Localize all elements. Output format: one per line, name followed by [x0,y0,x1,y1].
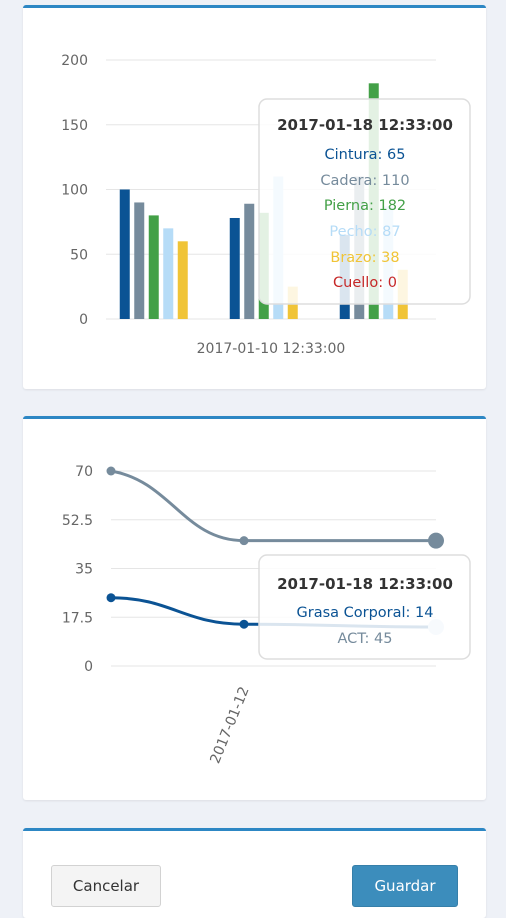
data-point[interactable] [106,466,116,476]
tooltip-line: Grasa Corporal: 14 [297,605,434,621]
measurements-chart-card: 0 50 100 150 200 2017-01-10 12:33:00 2017-01… [23,5,486,389]
series-line-act [110,469,436,543]
tooltip-line: Brazo: 38 [330,250,399,266]
measurements-bar-chart: 0 50 100 150 200 2017-01-10 12:33:00 2017-01… [61,53,471,357]
data-point[interactable] [239,619,249,629]
tooltip-line: ACT: 45 [338,631,393,647]
y-tick-label: 150 [61,118,88,134]
data-point[interactable] [428,532,444,549]
body-composition-chart-card: 0 17.5 35 52.5 70 2017-01-12 2017-01-18 12:3… [23,416,486,800]
tooltip-line: Pecho: 87 [329,224,400,240]
y-tick-label: 0 [84,659,93,675]
bar-brazo[interactable] [177,241,188,319]
y-tick-label: 52.5 [62,513,93,529]
data-point[interactable] [106,593,116,603]
y-tick-label: 50 [70,247,88,263]
y-tick-label: 70 [75,464,93,480]
tooltip-line: Cintura: 65 [324,147,405,163]
cancel-button[interactable]: Cancelar [51,865,161,907]
body-composition-line-chart: 0 17.5 35 52.5 70 2017-01-12 2017-01-18 12:3… [62,464,471,766]
data-point[interactable] [239,536,249,546]
tooltip-line: Cuello: 0 [333,275,397,291]
tooltip-title: 2017-01-18 12:33:00 [277,575,453,593]
y-tick-label: 100 [61,183,88,199]
bar-cintura[interactable] [119,189,130,320]
bar-pecho[interactable] [163,228,174,319]
tooltip-line: Cadera: 110 [320,173,409,189]
form-actions-card: Cancelar Guardar [23,828,486,918]
chart-tooltip: 2017-01-18 12:33:00 Grasa Corporal: 14 A… [258,554,471,660]
tooltip-title: 2017-01-18 12:33:00 [277,116,453,134]
chart-tooltip: 2017-01-18 12:33:00 Cintura: 65 Cadera: … [258,98,471,305]
x-tick-label: 2017-01-12 [207,685,252,766]
y-tick-label: 200 [61,53,88,69]
bar-cadera[interactable] [244,203,255,319]
y-tick-label: 35 [75,562,93,578]
bar-cadera[interactable] [134,202,145,319]
bar-pierna[interactable] [148,215,159,319]
tooltip-line: Pierna: 182 [324,198,406,214]
y-tick-label: 17.5 [62,610,93,626]
x-tick-label: 2017-01-10 12:33:00 [197,341,346,357]
y-tick-label: 0 [79,312,88,328]
save-button[interactable]: Guardar [352,865,458,907]
bar-cintura[interactable] [229,217,240,319]
